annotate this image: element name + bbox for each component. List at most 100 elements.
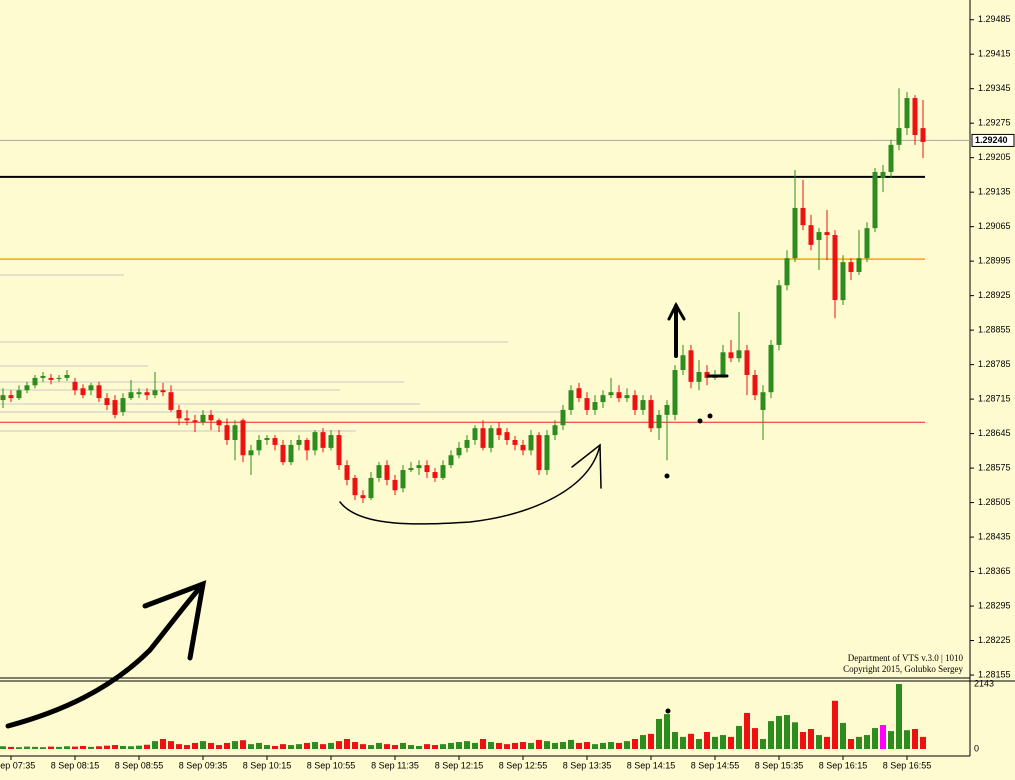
candle-body	[152, 390, 158, 396]
candle-body	[864, 228, 870, 259]
candle-body	[624, 395, 630, 399]
candle-body	[280, 444, 286, 463]
volume-bar	[320, 744, 326, 749]
volume-bar	[680, 736, 686, 749]
candle-body	[416, 465, 422, 469]
volume-bar	[696, 738, 702, 749]
candle-body	[760, 392, 766, 410]
candle-body	[840, 262, 846, 301]
volume-bar	[216, 745, 222, 749]
candle-body	[64, 374, 70, 378]
candle-body	[784, 258, 790, 286]
candle-body	[248, 450, 254, 456]
volume-bar	[328, 742, 334, 749]
volume-bar	[624, 741, 630, 749]
candle-body	[520, 444, 526, 451]
volume-bar	[208, 742, 214, 749]
volume-bar	[432, 745, 438, 749]
candle-body	[664, 405, 670, 415]
volume-bar	[656, 718, 662, 749]
volume-bar	[904, 730, 910, 749]
volume-bar	[496, 742, 502, 749]
candle-body	[744, 350, 750, 375]
volume-bar	[184, 745, 190, 749]
candle-body	[160, 390, 166, 393]
candle-body	[920, 128, 926, 142]
candle-body	[856, 258, 862, 272]
candle-body	[656, 414, 662, 429]
x-tick-label: 8 Sep 14:55	[691, 760, 740, 770]
candle-body	[296, 440, 302, 445]
candle-body	[384, 465, 390, 480]
y-tick-label: 1.28925	[978, 290, 1011, 300]
x-tick-label: 8 Sep 09:35	[179, 760, 228, 770]
candle-body	[136, 392, 142, 395]
candle-body	[440, 465, 446, 478]
candle-body	[456, 447, 462, 456]
volume-bar	[160, 738, 166, 749]
annotation: Department of VTS v.3.0 | 1010	[848, 653, 964, 663]
volume-bar	[72, 746, 78, 749]
x-tick-label: 8 Sep 07:35	[0, 760, 35, 770]
x-tick-label: 8 Sep 10:55	[307, 760, 356, 770]
volume-bar	[424, 744, 430, 749]
candle-body	[600, 395, 606, 403]
candle-body	[144, 392, 150, 396]
candle-body	[496, 428, 502, 436]
x-tick-label: 8 Sep 12:15	[435, 760, 484, 770]
candle-body	[528, 435, 534, 451]
volume-bar	[40, 747, 46, 749]
candle-body	[120, 398, 126, 412]
volume-bar	[224, 742, 230, 749]
x-tick-label: 8 Sep 08:55	[115, 760, 164, 770]
volume-bar	[248, 744, 254, 749]
volume-bar	[760, 738, 766, 749]
candle-body	[872, 171, 878, 229]
candle-body	[112, 400, 118, 415]
volume-bar	[288, 745, 294, 749]
volume-bar	[24, 746, 30, 749]
candle-body	[544, 435, 550, 471]
candle-body	[256, 440, 262, 451]
y-tick-label: 1.29275	[978, 118, 1011, 128]
volume-bar	[784, 715, 790, 749]
candle-body	[728, 352, 734, 359]
volume-bar	[872, 728, 878, 749]
volume-bar	[544, 741, 550, 749]
candle-body	[584, 398, 590, 410]
volume-bar	[584, 742, 590, 749]
y-tick-label: 1.28295	[978, 600, 1011, 610]
drawn-arrowhead	[571, 443, 602, 489]
volume-bar	[16, 747, 22, 749]
candle-body	[832, 235, 838, 301]
volume-bar	[824, 736, 830, 749]
volume-bar	[400, 742, 406, 749]
candle-body	[424, 465, 430, 473]
volume-bar	[776, 715, 782, 749]
candle-body	[488, 428, 494, 448]
volume-bar	[744, 712, 750, 749]
candle-body	[128, 392, 134, 399]
volume-bar	[136, 745, 142, 749]
candle-body	[688, 350, 694, 382]
volume-bar	[480, 738, 486, 749]
candle-body	[8, 395, 14, 399]
volume-bar	[264, 745, 270, 749]
candle-body	[592, 402, 598, 410]
volume-bar	[592, 744, 598, 749]
volume-bar	[448, 742, 454, 749]
candle-body	[408, 468, 414, 471]
candle-body	[320, 432, 326, 448]
volume-bar	[48, 746, 54, 749]
volume-bar	[632, 738, 638, 749]
volume-bar	[600, 742, 606, 749]
candle-body	[80, 388, 86, 396]
volume-bar	[560, 742, 566, 749]
candle-body	[616, 392, 622, 399]
volume-bar	[96, 746, 102, 749]
volume-bar	[832, 700, 838, 749]
candle-body	[464, 440, 470, 448]
volume-bar	[736, 725, 742, 749]
volume-bar	[720, 735, 726, 749]
